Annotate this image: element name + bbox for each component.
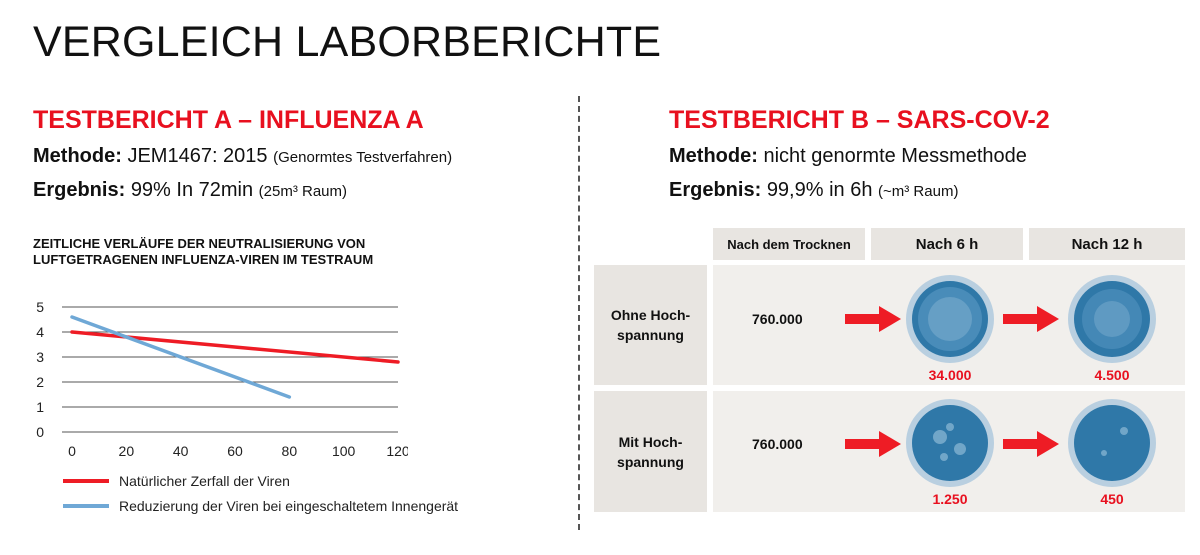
x-tick-label: 100 [332,443,356,459]
count-after-6h: 1.250 [932,491,968,507]
y-tick-label: 4 [36,324,44,340]
petri-dish-icon [906,399,994,487]
report-b-title: TESTBERICHT B – SARS-COV-2 [669,106,1050,134]
result-value: 99% In 72min [130,179,254,201]
x-tick-label: 40 [173,443,189,459]
x-tick-label: 0 [68,443,76,459]
row-label-without-voltage: Ohne Hoch- spannung [594,265,707,385]
table-header-6h: Nach 6 h [871,228,1023,260]
method-label: Methode: [669,145,758,167]
count-after-12h: 4.500 [1094,367,1130,383]
result-value: 99,9% in 6h [766,179,873,201]
legend-swatch-red [63,479,109,483]
arrow-right-icon [1003,306,1059,332]
y-tick-label: 0 [36,424,44,440]
report-b-method: Methode: nicht genormte Messmethode [669,145,1027,168]
report-b-result: Ergebnis: 99,9% in 6h (~m³ Raum) [669,179,958,202]
y-tick-label: 5 [36,299,44,315]
method-value: JEM1467: 2015 [127,145,268,167]
result-note: (~m³ Raum) [878,183,959,200]
count-after-12h: 450 [1100,491,1124,507]
row-label-text: Mit Hoch- spannung [617,433,684,470]
x-tick-label: 20 [119,443,135,459]
arrow-right-icon [845,306,901,332]
legend-item-reduction: Reduzierung der Viren bei eingeschaltete… [63,496,458,516]
method-label: Methode: [33,145,122,167]
petri-dish-icon [906,275,994,363]
arrow-right-icon [845,431,901,457]
petri-dish-icon [1068,399,1156,487]
chart-title: ZEITLICHE VERLÄUFE DER NEUTRALISIERUNG V… [33,236,374,267]
row-label-text: Ohne Hoch- spannung [610,307,691,343]
y-tick-label: 2 [36,374,44,390]
petri-dish-icon [1068,275,1156,363]
legend-swatch-blue [63,504,109,508]
result-label: Ergebnis: [33,179,126,201]
page-title: VERGLEICH LABORBERICHTE [33,18,662,66]
method-note: (Genormtes Testverfahren) [273,149,453,166]
legend-item-natural: Natürlicher Zerfall der Viren [63,471,290,491]
method-value: nicht genormte Messmethode [763,145,1027,167]
initial-count: 760.000 [752,436,803,452]
influenza-line-chart: 0 1 2 3 4 5 0 20 40 60 80 100 120 [36,299,408,459]
arrow-right-icon [1003,431,1059,457]
x-tick-label: 80 [282,443,298,459]
report-a-result: Ergebnis: 99% In 72min (25m³ Raum) [33,179,347,202]
series-line-1 [70,315,292,399]
x-tick-label: 120 [386,443,408,459]
legend-label: Natürlicher Zerfall der Viren [119,473,290,489]
legend-label: Reduzierung der Viren bei eingeschaltete… [119,498,459,514]
y-tick-label: 1 [36,399,44,415]
report-a-title: TESTBERICHT A – INFLUENZA A [33,106,424,134]
result-note: (25m³ Raum) [258,183,348,200]
count-after-6h: 34.000 [928,367,972,383]
table-header-12h: Nach 12 h [1029,228,1185,260]
row-label-with-voltage: Mit Hoch- spannung [594,391,707,512]
column-divider [578,96,580,530]
result-label: Ergebnis: [669,179,762,201]
x-tick-label: 60 [227,443,243,459]
y-tick-label: 3 [36,349,44,365]
table-header-drying: Nach dem Trocknen [713,228,865,260]
initial-count: 760.000 [752,311,803,327]
report-a-method: Methode: JEM1467: 2015 (Genormtes Testve… [33,145,452,168]
